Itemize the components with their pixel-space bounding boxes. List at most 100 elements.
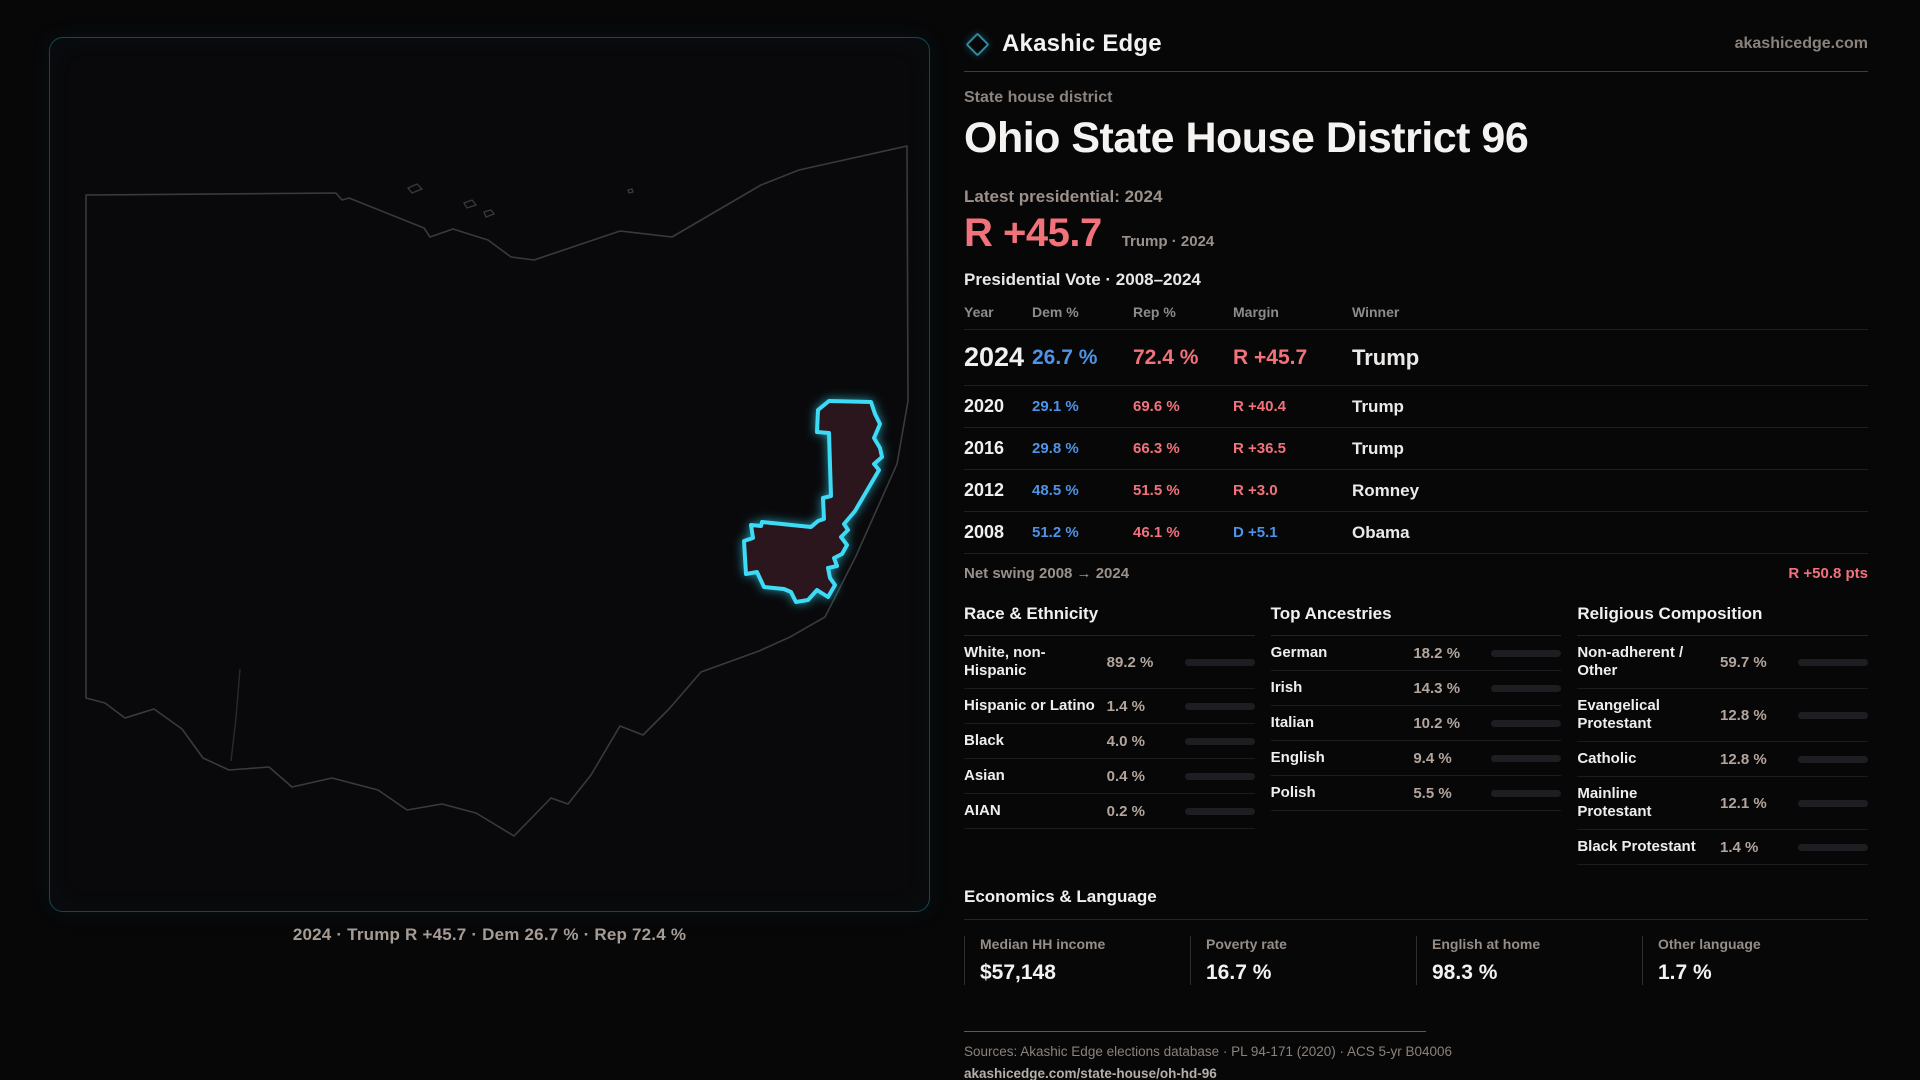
vote-margin: R +3.0 bbox=[1233, 482, 1278, 499]
stat-row: Catholic 12.8 % bbox=[1577, 742, 1868, 777]
headline-margin-row: R +45.7 Trump · 2024 bbox=[964, 211, 1868, 256]
religion-section: Religious Composition Non-adherent / Oth… bbox=[1577, 594, 1868, 865]
stat-value: 89.2 % bbox=[1106, 653, 1154, 671]
vote-winner: Romney bbox=[1352, 480, 1420, 500]
vote-rep: 66.3 % bbox=[1133, 440, 1180, 457]
stat-bar-track bbox=[1184, 772, 1255, 780]
stat-row: Italian 10.2 % bbox=[1270, 706, 1562, 741]
source-url-link[interactable]: akashicedge.com/state-house/oh-hd-96 bbox=[964, 1066, 1217, 1080]
header-divider bbox=[964, 71, 1868, 72]
stat-row: Black Protestant 1.4 % bbox=[1577, 830, 1868, 865]
vote-table-body: 2024 26.7 % 72.4 % R +45.7 Trump 2020 29… bbox=[964, 330, 1868, 554]
religion-rows: Non-adherent / Other 59.7 % Evangelical … bbox=[1577, 636, 1868, 865]
stat-bar-track bbox=[1797, 843, 1868, 851]
vote-dem: 29.1 % bbox=[1032, 398, 1079, 415]
vote-winner: Trump bbox=[1352, 396, 1404, 416]
vote-table-header: Year Dem % Rep % Margin Winner bbox=[964, 304, 1868, 330]
economic-stat-value: $57,148 bbox=[980, 961, 1056, 984]
demographics-grid: Race & Ethnicity White, non-Hispanic 89.… bbox=[964, 594, 1868, 865]
vote-rep: 69.6 % bbox=[1133, 398, 1180, 415]
vote-table-row: 2020 29.1 % 69.6 % R +40.4 Trump bbox=[964, 386, 1868, 428]
stat-label: Catholic bbox=[1577, 750, 1637, 767]
vote-margin: R +45.7 bbox=[1233, 345, 1308, 369]
stat-value: 18.2 % bbox=[1413, 644, 1461, 662]
vote-table-row: 2008 51.2 % 46.1 % D +5.1 Obama bbox=[964, 512, 1868, 554]
stat-value: 59.7 % bbox=[1719, 653, 1767, 671]
stat-value: 14.3 % bbox=[1413, 679, 1461, 697]
economic-stat-value: 98.3 % bbox=[1432, 961, 1498, 984]
page-title: Ohio State House District 96 bbox=[964, 114, 1529, 162]
stat-value: 1.4 % bbox=[1106, 697, 1146, 715]
race-section: Race & Ethnicity White, non-Hispanic 89.… bbox=[964, 594, 1255, 865]
stat-label: Italian bbox=[1270, 714, 1315, 731]
footer-divider bbox=[964, 1031, 1426, 1032]
footer: Sources: Akashic Edge elections database… bbox=[964, 1031, 1868, 1080]
river-line bbox=[230, 668, 241, 762]
stat-value: 4.0 % bbox=[1106, 732, 1146, 750]
stat-row: Polish 5.5 % bbox=[1270, 776, 1562, 811]
stat-value: 12.8 % bbox=[1719, 750, 1767, 768]
info-panel: Akashic Edge akashicedge.com State house… bbox=[964, 30, 1868, 1080]
vote-winner: Obama bbox=[1352, 522, 1410, 542]
vote-margin: R +40.4 bbox=[1233, 398, 1286, 415]
vote-table-row: 2016 29.8 % 66.3 % R +36.5 Trump bbox=[964, 428, 1868, 470]
net-swing-value: R +50.8 pts bbox=[1788, 565, 1868, 582]
stat-label: Mainline Protestant bbox=[1577, 785, 1652, 820]
economics-title: Economics & Language bbox=[964, 887, 1868, 920]
stat-row: Non-adherent / Other 59.7 % bbox=[1577, 636, 1868, 689]
col-dem: Dem % bbox=[1032, 304, 1079, 320]
vote-margin: D +5.1 bbox=[1233, 524, 1278, 541]
economic-stat-label: Poverty rate bbox=[1206, 936, 1287, 952]
vote-year: 2008 bbox=[964, 522, 1005, 542]
race-title: Race & Ethnicity bbox=[964, 594, 1255, 636]
stat-value: 10.2 % bbox=[1413, 714, 1461, 732]
stat-label: English bbox=[1270, 749, 1325, 766]
vote-winner: Trump bbox=[1352, 438, 1404, 458]
stat-label: White, non-Hispanic bbox=[964, 644, 1046, 679]
col-rep: Rep % bbox=[1133, 304, 1176, 320]
vote-dem: 26.7 % bbox=[1032, 345, 1098, 369]
economic-stat: Median HH income $57,148 bbox=[964, 936, 1190, 985]
brand-site-link[interactable]: akashicedge.com bbox=[1734, 35, 1868, 52]
vote-rep: 46.1 % bbox=[1133, 524, 1180, 541]
col-year: Year bbox=[964, 304, 994, 320]
stat-label: Evangelical Protestant bbox=[1577, 697, 1660, 732]
stat-value: 5.5 % bbox=[1413, 784, 1452, 802]
stat-value: 1.4 % bbox=[1719, 838, 1759, 856]
stat-value: 12.1 % bbox=[1719, 794, 1767, 812]
net-swing-label: Net swing 2008 → 2024 bbox=[964, 565, 1130, 582]
stat-label: Non-adherent / Other bbox=[1577, 644, 1684, 679]
stat-bar-track bbox=[1797, 711, 1868, 719]
stat-label: Hispanic or Latino bbox=[964, 697, 1095, 714]
economics-grid: Median HH income $57,148 Poverty rate 16… bbox=[964, 936, 1868, 985]
stat-bar-track bbox=[1491, 789, 1562, 797]
map-panel bbox=[49, 37, 930, 912]
vote-table-row: 2012 48.5 % 51.5 % R +3.0 Romney bbox=[964, 470, 1868, 512]
economic-stat-label: Median HH income bbox=[980, 936, 1106, 952]
vote-dem: 48.5 % bbox=[1032, 482, 1079, 499]
vote-dem: 51.2 % bbox=[1032, 524, 1079, 541]
stat-row: German 18.2 % bbox=[1270, 636, 1562, 671]
stat-bar-track bbox=[1491, 684, 1562, 692]
stat-bar-track bbox=[1491, 649, 1562, 657]
vote-year: 2016 bbox=[964, 438, 1005, 458]
economic-stat-value: 16.7 % bbox=[1206, 961, 1272, 984]
headline-margin-note: Trump · 2024 bbox=[1121, 233, 1215, 250]
stat-bar-track bbox=[1797, 755, 1868, 763]
stat-row: Irish 14.3 % bbox=[1270, 671, 1562, 706]
ancestries-title: Top Ancestries bbox=[1270, 594, 1562, 636]
economic-stat: English at home 98.3 % bbox=[1416, 936, 1642, 985]
vote-rep: 72.4 % bbox=[1133, 345, 1199, 369]
economic-stat-label: Other language bbox=[1658, 936, 1761, 952]
vote-dem: 29.8 % bbox=[1032, 440, 1079, 457]
stat-row: English 9.4 % bbox=[1270, 741, 1562, 776]
vote-table-row: 2024 26.7 % 72.4 % R +45.7 Trump bbox=[964, 330, 1868, 386]
col-margin: Margin bbox=[1233, 304, 1279, 320]
district-shape[interactable] bbox=[742, 399, 884, 604]
latest-presidential-label: Latest presidential: 2024 bbox=[964, 187, 1163, 206]
vote-table-title: Presidential Vote · 2008–2024 bbox=[964, 270, 1201, 289]
vote-winner: Trump bbox=[1352, 344, 1420, 370]
brand-diamond-icon bbox=[965, 31, 990, 57]
stat-bar-track bbox=[1184, 737, 1255, 745]
headline-margin: R +45.7 bbox=[964, 211, 1102, 255]
